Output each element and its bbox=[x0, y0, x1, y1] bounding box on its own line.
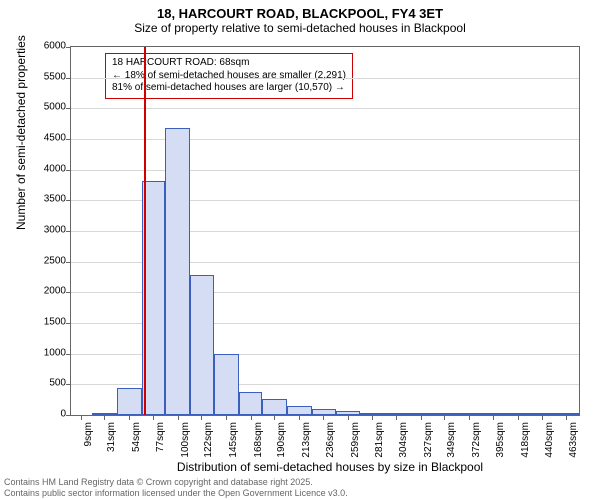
ytick-mark bbox=[66, 292, 71, 293]
ytick-label: 3500 bbox=[26, 194, 66, 205]
xtick-mark bbox=[299, 415, 300, 420]
xtick-label: 259sqm bbox=[350, 422, 361, 458]
ytick-mark bbox=[66, 200, 71, 201]
ytick-label: 3000 bbox=[26, 225, 66, 236]
annotation-box: 18 HARCOURT ROAD: 68sqm ← 18% of semi-de… bbox=[105, 53, 353, 99]
xtick-label: 304sqm bbox=[398, 422, 409, 458]
gridline bbox=[71, 78, 579, 79]
histogram-bar bbox=[190, 275, 215, 415]
xtick-mark bbox=[372, 415, 373, 420]
annotation-line-3: 81% of semi-detached houses are larger (… bbox=[112, 82, 346, 95]
xtick-mark bbox=[348, 415, 349, 420]
xtick-label: 463sqm bbox=[568, 422, 579, 458]
xtick-label: 77sqm bbox=[155, 422, 166, 452]
xtick-label: 236sqm bbox=[325, 422, 336, 458]
annotation-line-1: 18 HARCOURT ROAD: 68sqm bbox=[112, 57, 346, 70]
xtick-mark bbox=[178, 415, 179, 420]
xtick-mark bbox=[566, 415, 567, 420]
xtick-label: 213sqm bbox=[301, 422, 312, 458]
xtick-label: 440sqm bbox=[544, 422, 555, 458]
histogram-bar bbox=[214, 354, 239, 415]
ytick-label: 1500 bbox=[26, 317, 66, 328]
xtick-label: 168sqm bbox=[253, 422, 264, 458]
ytick-mark bbox=[66, 262, 71, 263]
histogram-bar bbox=[287, 406, 312, 415]
plot-area: 18 HARCOURT ROAD: 68sqm ← 18% of semi-de… bbox=[70, 46, 580, 416]
footer-attribution: Contains HM Land Registry data © Crown c… bbox=[4, 477, 348, 498]
xtick-mark bbox=[323, 415, 324, 420]
ytick-mark bbox=[66, 170, 71, 171]
ytick-mark bbox=[66, 323, 71, 324]
xtick-mark bbox=[226, 415, 227, 420]
x-axis-label: Distribution of semi-detached houses by … bbox=[30, 460, 600, 474]
ytick-mark bbox=[66, 139, 71, 140]
gridline bbox=[71, 108, 579, 109]
xtick-mark bbox=[201, 415, 202, 420]
ytick-label: 500 bbox=[26, 378, 66, 389]
marker-line bbox=[144, 47, 146, 415]
histogram-bar bbox=[262, 399, 287, 415]
histogram-bar bbox=[165, 128, 190, 415]
xtick-label: 100sqm bbox=[180, 422, 191, 458]
xtick-label: 327sqm bbox=[423, 422, 434, 458]
gridline bbox=[71, 139, 579, 140]
xtick-mark bbox=[518, 415, 519, 420]
xtick-mark bbox=[153, 415, 154, 420]
xtick-mark bbox=[129, 415, 130, 420]
ytick-label: 4500 bbox=[26, 133, 66, 144]
ytick-mark bbox=[66, 384, 71, 385]
annotation-line-2: ← 18% of semi-detached houses are smalle… bbox=[112, 70, 346, 83]
ytick-label: 0 bbox=[26, 409, 66, 420]
ytick-mark bbox=[66, 108, 71, 109]
ytick-mark bbox=[66, 415, 71, 416]
xtick-label: 349sqm bbox=[446, 422, 457, 458]
xtick-mark bbox=[396, 415, 397, 420]
xtick-mark bbox=[421, 415, 422, 420]
chart-subtitle: Size of property relative to semi-detach… bbox=[0, 21, 600, 39]
xtick-label: 395sqm bbox=[495, 422, 506, 458]
xtick-label: 145sqm bbox=[228, 422, 239, 458]
footer-line-2: Contains public sector information licen… bbox=[4, 488, 348, 498]
ytick-label: 2000 bbox=[26, 286, 66, 297]
ytick-mark bbox=[66, 78, 71, 79]
xtick-mark bbox=[81, 415, 82, 420]
xtick-mark bbox=[444, 415, 445, 420]
xtick-mark bbox=[104, 415, 105, 420]
footer-line-1: Contains HM Land Registry data © Crown c… bbox=[4, 477, 348, 487]
xtick-label: 122sqm bbox=[203, 422, 214, 458]
xtick-mark bbox=[493, 415, 494, 420]
xtick-label: 281sqm bbox=[374, 422, 385, 458]
xtick-mark bbox=[251, 415, 252, 420]
ytick-label: 4000 bbox=[26, 163, 66, 174]
chart-container: 18, HARCOURT ROAD, BLACKPOOL, FY4 3ET Si… bbox=[0, 0, 600, 500]
ytick-label: 5000 bbox=[26, 102, 66, 113]
xtick-label: 418sqm bbox=[520, 422, 531, 458]
ytick-label: 1000 bbox=[26, 347, 66, 358]
xtick-mark bbox=[274, 415, 275, 420]
xtick-label: 372sqm bbox=[471, 422, 482, 458]
histogram-bar bbox=[239, 392, 263, 415]
gridline bbox=[71, 170, 579, 171]
ytick-label: 2500 bbox=[26, 255, 66, 266]
xtick-label: 9sqm bbox=[83, 422, 94, 446]
xtick-mark bbox=[542, 415, 543, 420]
histogram-bar bbox=[117, 388, 142, 415]
xtick-mark bbox=[469, 415, 470, 420]
ytick-mark bbox=[66, 354, 71, 355]
xtick-label: 31sqm bbox=[106, 422, 117, 452]
chart-title: 18, HARCOURT ROAD, BLACKPOOL, FY4 3ET bbox=[0, 0, 600, 21]
ytick-label: 6000 bbox=[26, 41, 66, 52]
ytick-mark bbox=[66, 47, 71, 48]
xtick-label: 190sqm bbox=[276, 422, 287, 458]
ytick-label: 5500 bbox=[26, 71, 66, 82]
xtick-label: 54sqm bbox=[131, 422, 142, 452]
ytick-mark bbox=[66, 231, 71, 232]
